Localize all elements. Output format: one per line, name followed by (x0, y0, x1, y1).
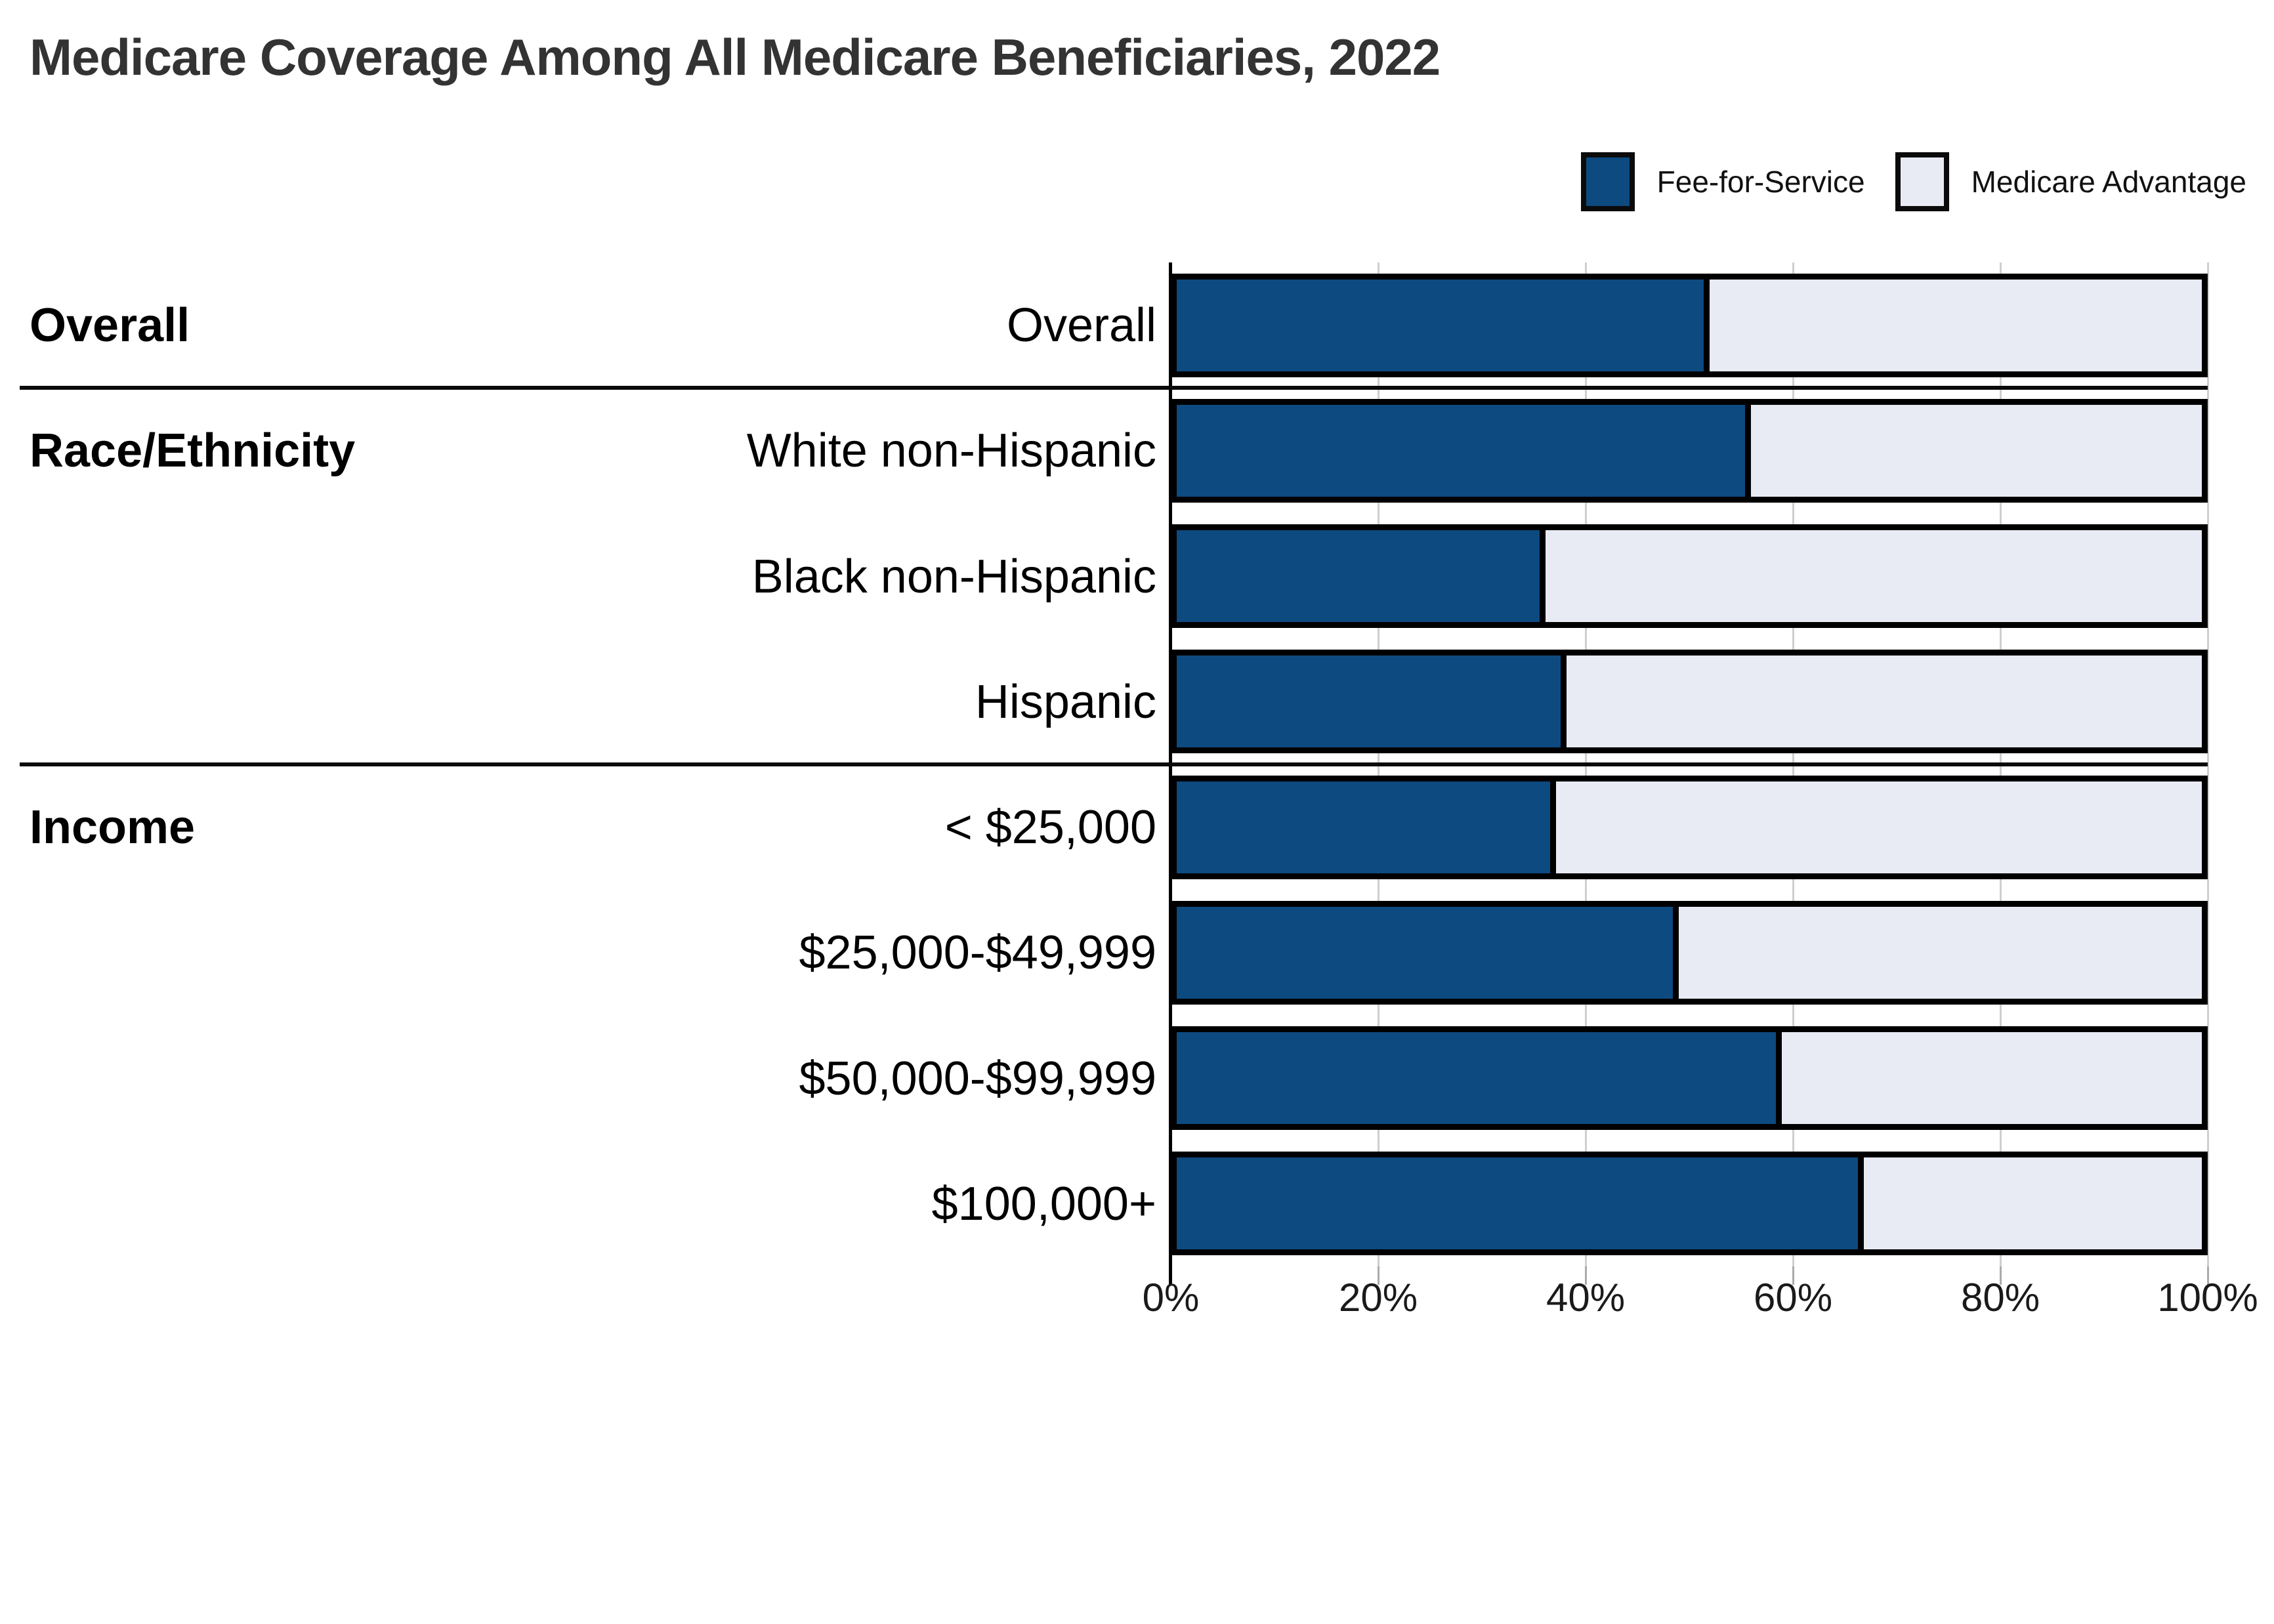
gridline (2207, 262, 2209, 1266)
medicare-advantage-segment (1750, 405, 2202, 497)
group-label: Income (30, 801, 196, 854)
medicare-advantage-segment (1863, 1157, 2202, 1249)
section-separator (20, 762, 2208, 766)
fee-for-service-segment (1177, 656, 1567, 747)
fee-for-service-segment (1177, 1032, 1782, 1124)
chart-title: Medicare Coverage Among All Medicare Ben… (30, 28, 1441, 86)
fee-for-service-segment (1177, 280, 1710, 371)
legend-item-medicare-advantage: Medicare Advantage (1895, 152, 2246, 211)
axis-tick (2000, 1266, 2002, 1285)
y-axis-line (1169, 262, 1172, 1285)
row-label: $100,000+ (931, 1177, 1156, 1230)
fee-for-service-segment (1177, 405, 1751, 497)
row-label: White non-Hispanic (746, 424, 1156, 477)
stacked-bar (1171, 524, 2208, 628)
fee-for-service-segment (1177, 1157, 1864, 1249)
stacked-bar (1171, 901, 2208, 1005)
fee-for-service-segment (1177, 781, 1556, 873)
section-separator (20, 386, 2208, 390)
stacked-bar (1171, 399, 2208, 503)
row-label: $25,000-$49,999 (799, 926, 1157, 979)
medicare-advantage-segment (1710, 280, 2202, 371)
group-label: Race/Ethnicity (30, 424, 356, 477)
medicare-advantage-swatch-icon (1895, 152, 1949, 211)
fee-for-service-segment (1177, 907, 1679, 999)
legend-label: Medicare Advantage (1971, 165, 2246, 199)
axis-tick (1792, 1266, 1794, 1285)
x-tick-label: 20% (1338, 1276, 1418, 1320)
medicare-advantage-segment (1546, 530, 2202, 622)
stacked-bar (1171, 650, 2208, 753)
row-label: Overall (1006, 299, 1156, 352)
x-tick-label: 80% (1960, 1276, 2040, 1320)
row-label: $50,000-$99,999 (799, 1052, 1157, 1105)
row-label: Hispanic (975, 675, 1156, 728)
x-tick-label: 0% (1142, 1276, 1200, 1320)
stacked-bar (1171, 274, 2208, 377)
x-tick-label: 40% (1546, 1276, 1626, 1320)
group-label: Overall (30, 299, 190, 352)
row-label: Black non-Hispanic (751, 550, 1156, 603)
legend: Fee-for-Service Medicare Advantage (1580, 152, 2246, 211)
medicare-advantage-segment (1781, 1032, 2202, 1124)
fee-for-service-segment (1177, 530, 1546, 622)
medicare-advantage-segment (1566, 656, 2202, 747)
row-label: < $25,000 (944, 801, 1156, 854)
medicare-advantage-segment (1679, 907, 2202, 999)
axis-tick (1585, 1266, 1587, 1285)
x-tick-label: 60% (1753, 1276, 1833, 1320)
axis-tick (1378, 1266, 1379, 1285)
axis-tick (2207, 1266, 2209, 1285)
medicare-advantage-segment (1555, 781, 2202, 873)
stacked-bar (1171, 1152, 2208, 1255)
fee-for-service-swatch-icon (1580, 152, 1635, 211)
legend-item-fee-for-service: Fee-for-Service (1580, 152, 1865, 211)
legend-label: Fee-for-Service (1656, 165, 1865, 199)
x-tick-label: 100% (2157, 1276, 2258, 1320)
stacked-bar (1171, 1026, 2208, 1130)
stacked-bar (1171, 776, 2208, 879)
